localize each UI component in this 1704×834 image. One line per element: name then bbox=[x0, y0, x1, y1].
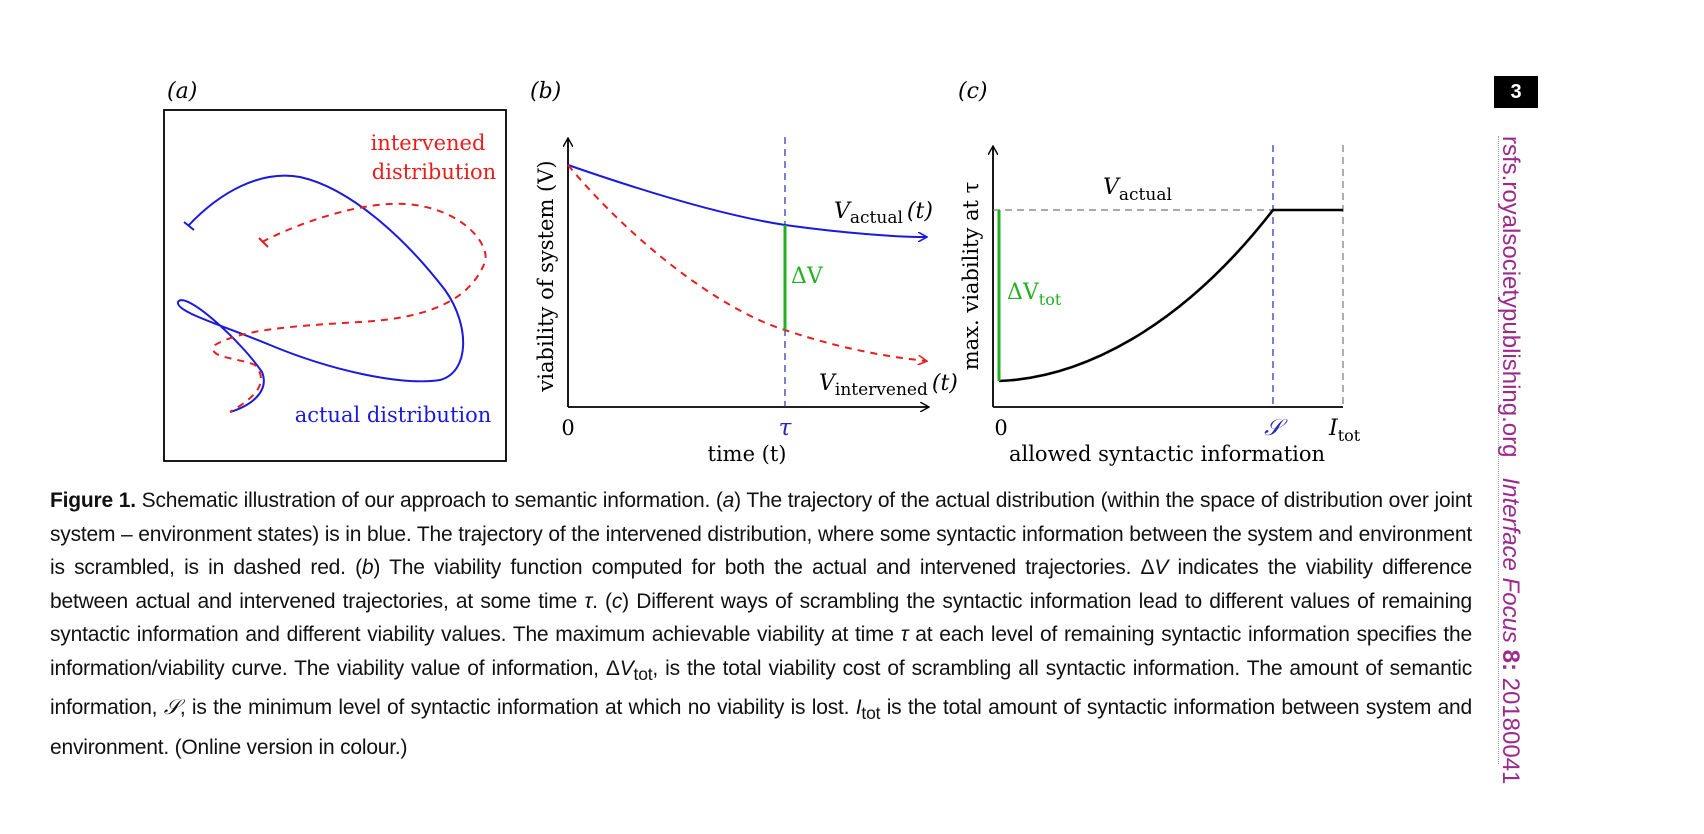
caption-s8: , is the total viability cost of scrambl… bbox=[50, 656, 1473, 720]
panel-c-v-actual-main: V bbox=[1103, 175, 1121, 200]
caption-tau1: τ bbox=[584, 589, 593, 613]
panel-a: (a) intervened distribution actual distr… bbox=[163, 79, 507, 462]
panel-b-v-intervened-main: V bbox=[819, 371, 837, 396]
actual-trajectory bbox=[177, 174, 465, 413]
panel-b-v-intervened-label: Vintervened (t) bbox=[819, 371, 958, 400]
panel-b-v-actual-label: Vactual (t) bbox=[834, 199, 933, 228]
panel-b-label: (b) bbox=[530, 79, 561, 104]
caption-tot1: tot bbox=[633, 663, 653, 684]
panel-c-delta-sub: tot bbox=[1039, 290, 1062, 309]
panel-c-itot-sub: tot bbox=[1338, 426, 1361, 445]
panel-c-xlabel: allowed syntactic information bbox=[1009, 442, 1325, 466]
caption-s5: . ( bbox=[592, 589, 612, 613]
figure-caption: Figure 1. Schematic illustration of our … bbox=[50, 484, 1472, 764]
caption-c: c bbox=[611, 589, 623, 613]
panel-b-v-intervened-sub: intervened bbox=[835, 380, 928, 400]
intervened-distribution-label-1: intervened bbox=[371, 131, 486, 155]
caption-sem: 𝒮 bbox=[163, 696, 180, 720]
journal-name: Interface Focus bbox=[1497, 477, 1524, 643]
panel-c-delta-v-tot-label: ΔVtot bbox=[1007, 280, 1062, 309]
panel-b-v-actual-sub: actual bbox=[850, 208, 903, 228]
caption-s1: Schematic illustration of our approach t… bbox=[135, 489, 723, 512]
panel-c-itot-tick: Itot bbox=[1328, 416, 1361, 445]
caption-s3: ) The viability function computed for bo… bbox=[373, 556, 1155, 579]
panel-a-label: (a) bbox=[167, 79, 197, 104]
panel-c-s-tick: 𝒮 bbox=[1264, 415, 1288, 441]
caption-i: I bbox=[855, 696, 862, 720]
intervened-trajectory-start-tick bbox=[258, 237, 269, 248]
journal-article: 20180041 bbox=[1497, 677, 1524, 785]
panel-b-v-actual-main: V bbox=[834, 199, 852, 224]
panel-c-v-actual-sub: actual bbox=[1119, 185, 1172, 205]
journal-url[interactable]: rsfs.royalsocietypublishing.org bbox=[1497, 136, 1524, 458]
caption-s10: is the total amount of syntactic informa… bbox=[50, 696, 1473, 759]
caption-tot2: tot bbox=[861, 703, 881, 724]
panel-c-itot-main: I bbox=[1328, 416, 1339, 441]
caption-b: b bbox=[361, 556, 374, 579]
journal-sidebar: rsfs.royalsocietypublishing.org Interfac… bbox=[1497, 136, 1524, 785]
panel-c-v-actual-label: Vactual bbox=[1103, 175, 1172, 205]
page-number: 3 bbox=[1494, 76, 1538, 108]
panel-c-delta-main: ΔV bbox=[1007, 280, 1040, 305]
journal-volume: 8: bbox=[1497, 649, 1524, 671]
intervened-trajectory bbox=[212, 202, 487, 413]
panel-b-origin: 0 bbox=[561, 416, 574, 440]
panel-b-v-intervened-arg: (t) bbox=[932, 371, 958, 396]
panel-c-label: (c) bbox=[958, 79, 988, 104]
panel-b-ylabel: viability of system (V) bbox=[534, 160, 558, 392]
panel-c: (c) ΔVtot Vactual 0 𝒮 Itot allowed synta… bbox=[958, 79, 1361, 466]
actual-distribution-label: actual distribution bbox=[295, 403, 492, 427]
caption-s4: indicates the viability difference betwe… bbox=[50, 556, 1472, 613]
panel-b-v-actual-arg: (t) bbox=[907, 199, 933, 224]
panel-c-origin: 0 bbox=[994, 416, 1007, 440]
intervened-distribution-label-2: distribution bbox=[372, 160, 496, 184]
caption-s9: , is the minimum level of syntactic info… bbox=[179, 696, 856, 720]
panel-b-v-actual-curve bbox=[567, 164, 926, 237]
panel-b-tau-tick: τ bbox=[779, 415, 793, 441]
panel-b-v-intervened-curve bbox=[567, 164, 926, 361]
caption-a: a bbox=[722, 489, 735, 512]
panel-b: (b) ΔV Vactual (t) Vintervened (t) 0 τ tim… bbox=[530, 79, 958, 466]
actual-trajectory-start-tick bbox=[183, 221, 195, 231]
caption-s2: ) The trajectory of the actual distribut… bbox=[50, 489, 1473, 579]
caption-v2: V bbox=[619, 656, 634, 680]
caption-s6: ) Different ways of scrambling the synta… bbox=[50, 589, 1472, 647]
caption-v1: V bbox=[1154, 556, 1169, 579]
caption-label: Figure 1. bbox=[50, 489, 136, 512]
caption-tau2: τ bbox=[900, 623, 909, 646]
panel-c-ylabel: max. viability at τ bbox=[959, 182, 983, 371]
panel-a-frame bbox=[163, 109, 507, 462]
caption-s7: at each level of remaining syntactic inf… bbox=[50, 623, 1472, 680]
panel-b-xlabel: time (t) bbox=[708, 442, 787, 466]
sidebar-divider bbox=[1498, 136, 1499, 764]
panel-b-delta-v-label: ΔV bbox=[791, 264, 824, 289]
panel-c-viability-curve bbox=[998, 208, 1343, 383]
